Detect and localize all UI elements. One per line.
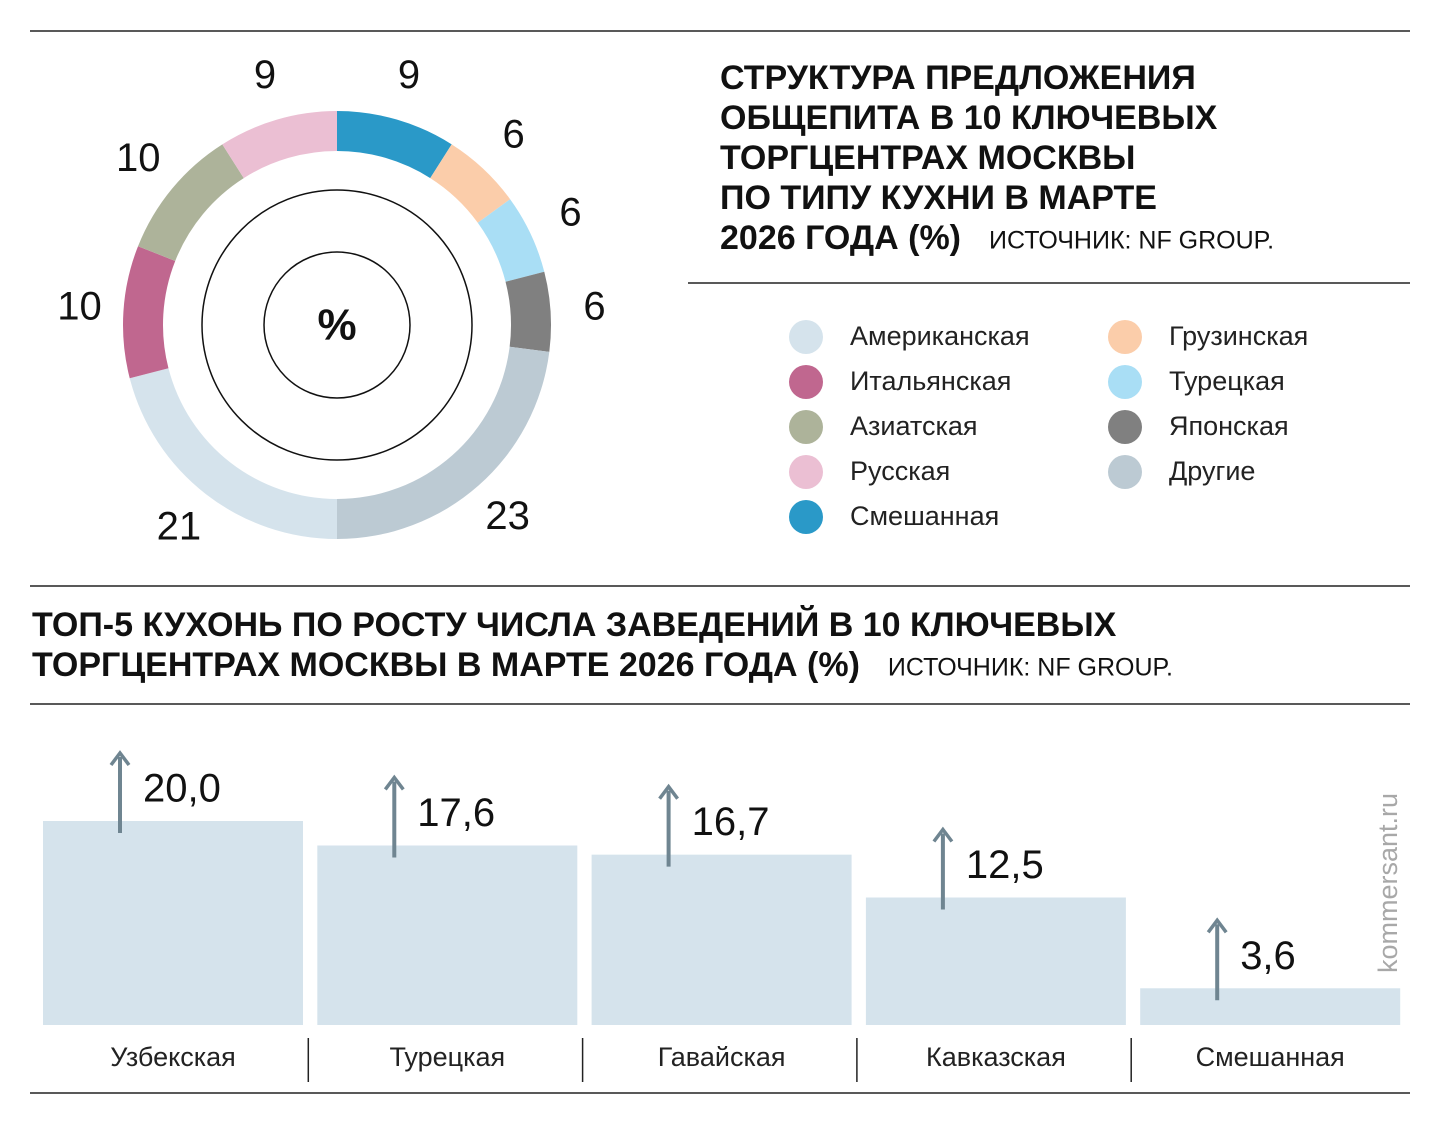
donut-segment [129, 368, 337, 539]
legend-label: Японская [1169, 411, 1289, 441]
x-tick-label: Кавказская [926, 1042, 1066, 1072]
arrow-head [932, 826, 954, 843]
donut-segment [337, 111, 452, 179]
legend-swatch [789, 500, 823, 534]
chart-title: ТОРГЦЕНТРАХ МОСКВЫ В МАРТЕ 2026 ГОДА (%) [32, 646, 860, 684]
legend-label: Другие [1169, 456, 1255, 486]
x-tick-label: Узбекская [110, 1042, 236, 1072]
data-label: 6 [583, 284, 605, 328]
data-label: 6 [502, 112, 524, 156]
arrow-head [383, 774, 405, 791]
arrow-head [1206, 917, 1228, 934]
chart-title: ТОП-5 КУХОНЬ ПО РОСТУ ЧИСЛА ЗАВЕДЕНИЙ В … [32, 605, 1117, 644]
legend-swatch [789, 320, 823, 354]
donut-segment [123, 246, 176, 379]
legend-swatch [1108, 410, 1142, 444]
credit: kommersant.ru [1373, 793, 1403, 973]
arrow-head [109, 750, 131, 767]
data-label: 10 [116, 136, 161, 180]
bar [591, 854, 852, 1025]
data-label: 17,6 [417, 791, 495, 835]
chart-title: СТРУКТУРА ПРЕДЛОЖЕНИЯ [720, 59, 1196, 97]
donut-segment [337, 346, 550, 539]
legend-swatch [789, 410, 823, 444]
bar [43, 821, 303, 1025]
legend-label: Турецкая [1169, 366, 1285, 396]
data-label: 10 [57, 284, 102, 328]
ring [201, 189, 473, 461]
data-label: 21 [157, 504, 202, 548]
donut-segment [505, 271, 551, 352]
donut-segment [430, 144, 511, 223]
x-tick-label: Турецкая [389, 1042, 505, 1072]
bar [1140, 988, 1401, 1025]
chart-title: ПО ТИПУ КУХНИ В МАРТЕ [720, 179, 1157, 217]
data-label: 9 [398, 53, 420, 97]
legend-label: Итальянская [850, 366, 1011, 396]
legend-label: Смешанная [850, 501, 999, 531]
donut-segment [222, 111, 337, 179]
data-label: 20,0 [143, 767, 221, 811]
source: ИСТОЧНИК: NF GROUP. [989, 227, 1274, 255]
legend-swatch [1108, 455, 1142, 489]
legend-label: Азиатская [850, 411, 978, 441]
legend-label: Американская [850, 321, 1030, 351]
ring [263, 251, 411, 399]
data-label: 9 [254, 53, 276, 97]
legend-label: Грузинская [1169, 321, 1308, 351]
chart-title: 2026 ГОДА (%) [720, 219, 961, 257]
legend-swatch [789, 455, 823, 489]
x-tick-label: Гавайская [658, 1042, 786, 1072]
arrow-head [658, 783, 679, 800]
legend-label: Русская [850, 456, 950, 486]
legend-swatch [1108, 320, 1142, 354]
chart-title: ТОРГЦЕНТРАХ МОСКВЫ [720, 139, 1135, 177]
center-label: % [317, 301, 356, 350]
source: ИСТОЧНИК: NF GROUP. [888, 654, 1173, 682]
data-label: 12,5 [966, 843, 1044, 887]
legend-swatch [1108, 365, 1142, 399]
bar [865, 897, 1126, 1025]
bar [317, 845, 578, 1025]
legend-swatch [789, 365, 823, 399]
donut-segment [477, 199, 545, 282]
data-label: 6 [559, 191, 581, 235]
donut-segment [138, 144, 244, 261]
chart-title: ОБЩЕПИТА В 10 КЛЮЧЕВЫХ [720, 99, 1218, 137]
data-label: 16,7 [692, 800, 770, 844]
data-label: 3,6 [1240, 934, 1296, 978]
x-tick-label: Смешанная [1196, 1042, 1345, 1072]
data-label: 23 [485, 494, 530, 538]
